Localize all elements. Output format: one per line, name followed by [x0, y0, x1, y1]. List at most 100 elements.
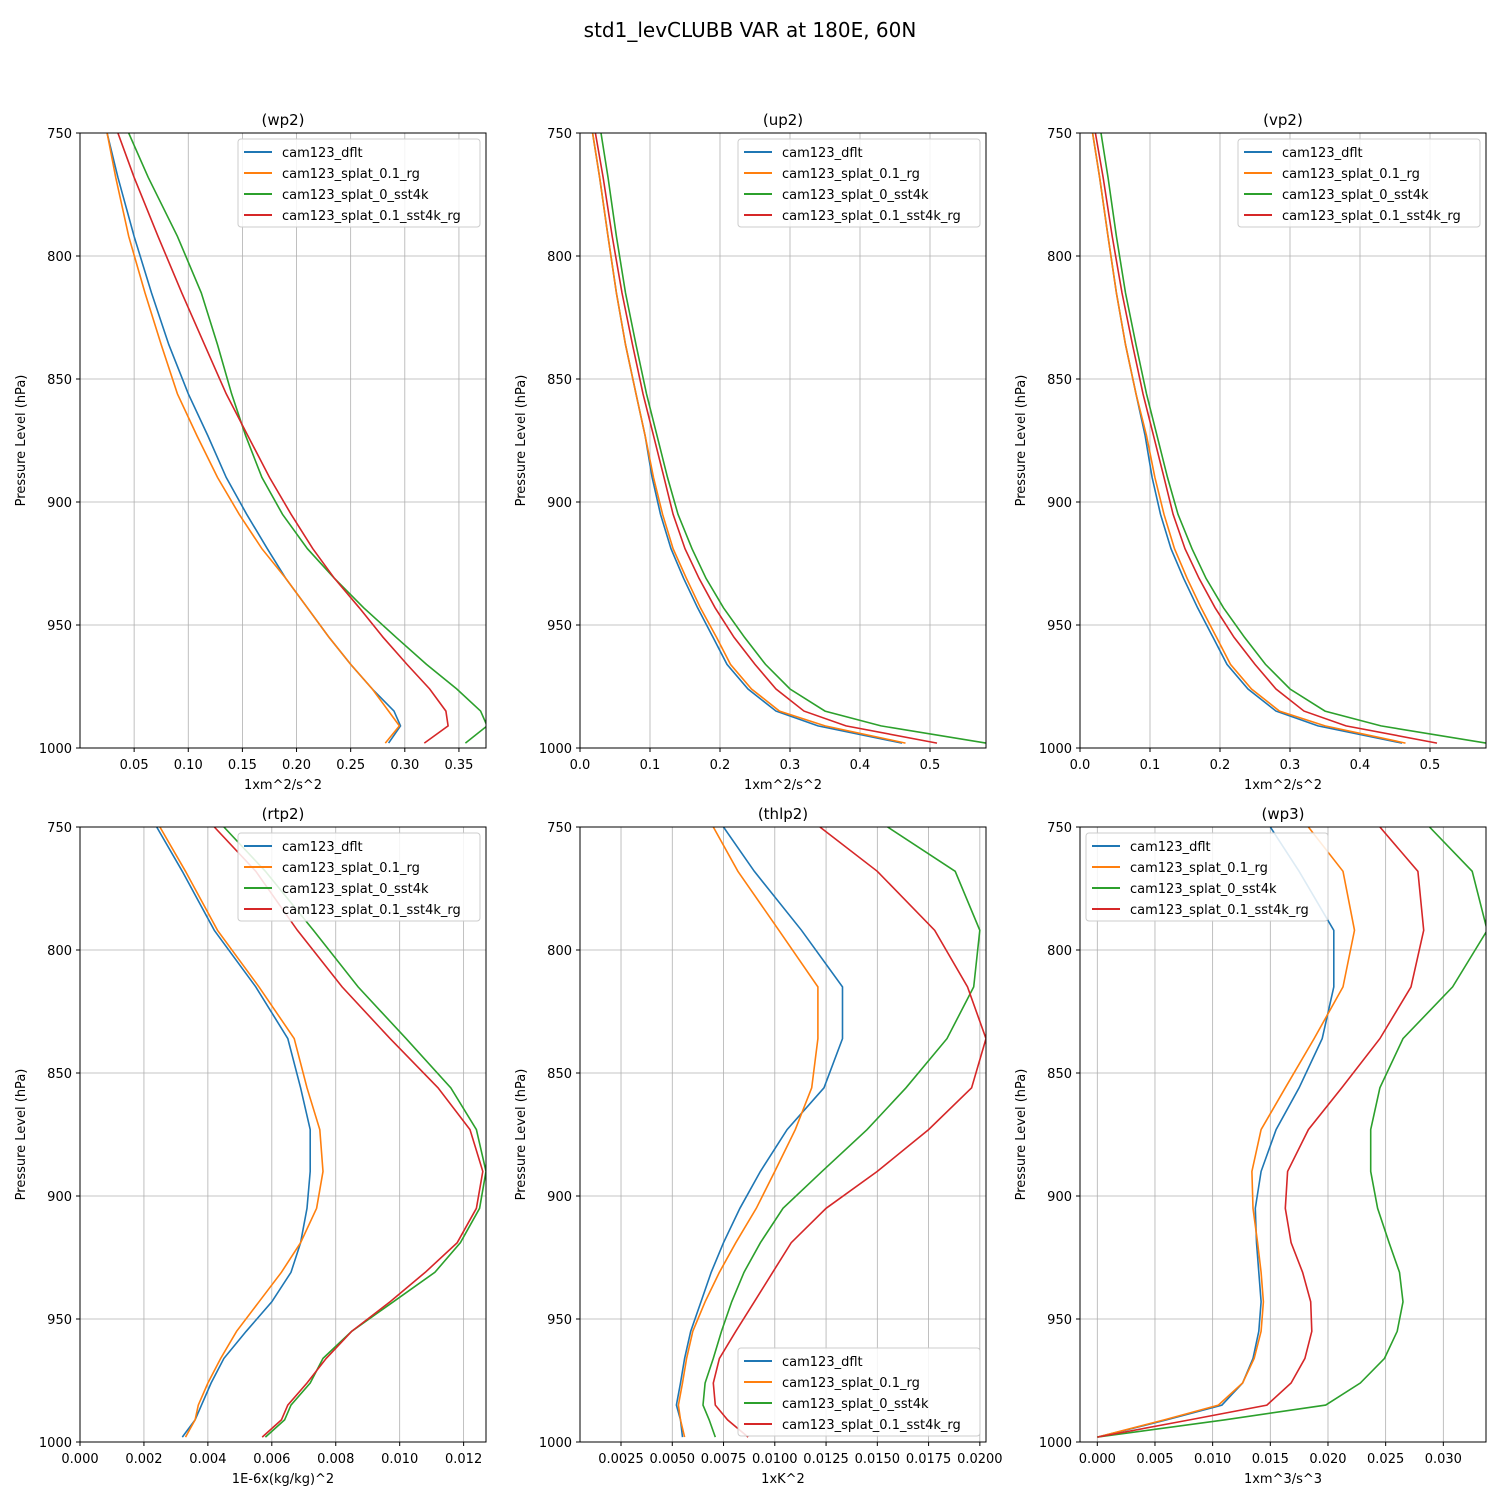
y-axis-label: Pressure Level (hPa) [14, 375, 29, 507]
y-tick-label: 900 [47, 1190, 72, 1205]
y-tick-label: 900 [547, 1190, 572, 1205]
y-tick-label: 750 [1047, 821, 1072, 836]
series-line-cam123-dflt [675, 827, 844, 1438]
x-tick-label: 0.15 [228, 758, 257, 773]
series-line-cam123-splat-0-1-rg [677, 827, 819, 1438]
series-line-cam123-splat-0-1-sst4k-rg [1094, 133, 1438, 744]
legend-entry-label: cam123_splat_0.1_sst4k_rg [782, 209, 961, 224]
y-axis-label: Pressure Level (hPa) [514, 1069, 529, 1201]
x-tick-label: 0.0175 [906, 1452, 952, 1467]
x-tick-label: 0.015 [1252, 1452, 1289, 1467]
legend: cam123_dflt cam123_splat_0.1_rg cam123_spl… [237, 832, 481, 922]
x-axis-label: 1E-6x(kg/kg)^2 [232, 1472, 334, 1487]
y-tick-label: 750 [547, 127, 572, 142]
series-line-cam123-splat-0-sst4k [702, 827, 981, 1438]
x-tick-label: 0.0075 [701, 1452, 747, 1467]
panels: 0.05 0.10 0.15 0.20 0.25 0.30 0.35 750 800 850 900… [14, 111, 1487, 1487]
chart-panel-3: 0.0 0.1 0.2 0.3 0.4 0.5 750 800 850 900 950 1000 (vp… [1014, 111, 1487, 793]
y-tick-label: 900 [547, 496, 572, 511]
chart-panel-5: 0.0025 0.0050 0.0075 0.0100 0.0125 0.0150 0.01… [514, 805, 1003, 1487]
legend-entry-label: cam123_splat_0.1_sst4k_rg [1130, 903, 1309, 918]
x-tick-label: 0.10 [174, 758, 203, 773]
y-tick-label: 1000 [1039, 742, 1072, 757]
legend-box [1085, 832, 1329, 922]
x-tick-label: 0.0150 [855, 1452, 901, 1467]
y-tick-label: 1000 [39, 1436, 72, 1451]
y-tick-label: 850 [47, 373, 72, 388]
x-tick-label: 0.020 [1309, 1452, 1346, 1467]
x-tick-label: 0.0125 [803, 1452, 849, 1467]
legend-entry-label: cam123_dflt [1282, 146, 1363, 161]
chart-title: (rtp2) [262, 805, 305, 823]
y-tick-label: 900 [1047, 1190, 1072, 1205]
series-line-cam123-splat-0-sst4k [600, 133, 986, 744]
chart-panel-2: 0.0 0.1 0.2 0.3 0.4 0.5 750 800 850 900 950 1000 (up… [514, 111, 987, 793]
legend-entry-label: cam123_dflt [282, 146, 363, 161]
x-tick-label: 0.4 [1350, 758, 1371, 773]
legend-box [1237, 138, 1481, 228]
legend-entry-label: cam123_splat_0_sst4k [1282, 188, 1429, 203]
x-tick-label: 0.004 [189, 1452, 226, 1467]
plot-frame [79, 132, 487, 749]
x-tick-label: 0.0200 [957, 1452, 1003, 1467]
x-tick-label: 0.0050 [650, 1452, 696, 1467]
series-line-cam123-splat-0-1-sst4k-rg [712, 827, 986, 1438]
legend-entry-label: cam123_splat_0.1_rg [782, 1376, 920, 1391]
x-tick-label: 0.20 [282, 758, 311, 773]
legend-entry-label: cam123_splat_0.1_rg [282, 861, 420, 876]
x-tick-label: 0.05 [120, 758, 149, 773]
series-line-cam123-dflt [156, 827, 311, 1438]
x-tick-label: 0.010 [1194, 1452, 1231, 1467]
chart-title: (vp2) [1263, 111, 1303, 129]
x-tick-label: 0.012 [445, 1452, 482, 1467]
legend-entry-label: cam123_splat_0.1_rg [782, 167, 920, 182]
chart-panel-4: 0.000 0.002 0.004 0.006 0.008 0.010 0.012 750 80… [14, 805, 487, 1487]
x-tick-label: 0.3 [1280, 758, 1301, 773]
legend-entry-label: cam123_splat_0_sst4k [782, 188, 929, 203]
y-tick-label: 800 [1047, 250, 1072, 265]
legend-entry-label: cam123_dflt [782, 146, 863, 161]
series-line-cam123-splat-0-1-rg [106, 133, 401, 744]
y-tick-label: 850 [547, 1067, 572, 1082]
y-tick-label: 750 [1047, 127, 1072, 142]
y-tick-label: 950 [547, 1313, 572, 1328]
legend-entry-label: cam123_splat_0.1_rg [282, 167, 420, 182]
legend-box [737, 1347, 981, 1437]
series-line-cam123-splat-0-1-sst4k-rg [213, 827, 484, 1438]
x-tick-label: 0.0 [1070, 758, 1091, 773]
x-tick-label: 0.002 [125, 1452, 162, 1467]
plot-frame [79, 826, 487, 1443]
series-line-cam123-splat-0-sst4k [1097, 827, 1486, 1438]
x-tick-label: 0.35 [444, 758, 473, 773]
y-tick-label: 1000 [539, 1436, 572, 1451]
x-tick-label: 0.025 [1367, 1452, 1404, 1467]
plot-frame [1079, 826, 1487, 1443]
x-tick-label: 0.010 [381, 1452, 418, 1467]
legend-entry-label: cam123_dflt [282, 840, 363, 855]
legend-entry-label: cam123_dflt [1130, 840, 1211, 855]
legend: cam123_dflt cam123_splat_0.1_rg cam123_spl… [737, 1347, 981, 1437]
legend-entry-label: cam123_dflt [782, 1355, 863, 1370]
x-tick-label: 0.0 [570, 758, 591, 773]
legend-entry-label: cam123_splat_0_sst4k [282, 882, 429, 897]
y-tick-label: 900 [47, 496, 72, 511]
legend-entry-label: cam123_splat_0_sst4k [782, 1397, 929, 1412]
x-tick-label: 0.000 [61, 1452, 98, 1467]
y-tick-label: 800 [47, 250, 72, 265]
y-tick-label: 950 [47, 619, 72, 634]
x-tick-label: 0.3 [780, 758, 801, 773]
legend-entry-label: cam123_splat_0_sst4k [282, 188, 429, 203]
y-tick-label: 850 [1047, 1067, 1072, 1082]
legend: cam123_dflt cam123_splat_0.1_rg cam123_spl… [1237, 138, 1481, 228]
x-axis-label: 1xm^3/s^3 [1244, 1472, 1322, 1487]
x-tick-label: 0.008 [317, 1452, 354, 1467]
y-tick-label: 950 [47, 1313, 72, 1328]
y-tick-label: 1000 [39, 742, 72, 757]
x-tick-label: 0.006 [253, 1452, 290, 1467]
chart-panel-6: 0.000 0.005 0.010 0.015 0.020 0.025 0.030 750 80… [1014, 805, 1487, 1487]
legend: cam123_dflt cam123_splat_0.1_rg cam123_spl… [237, 138, 481, 228]
x-tick-label: 0.1 [1140, 758, 1161, 773]
y-tick-label: 850 [547, 373, 572, 388]
